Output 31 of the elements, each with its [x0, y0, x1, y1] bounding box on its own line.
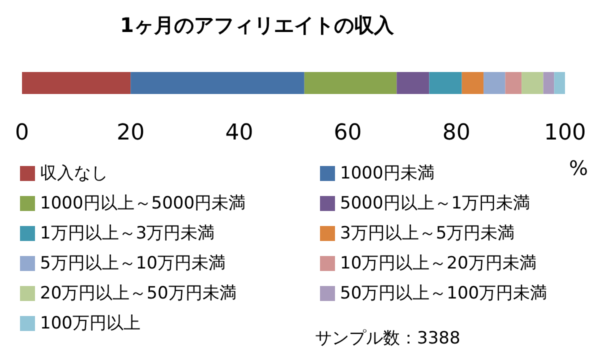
bar — [462, 72, 484, 94]
bar — [543, 72, 554, 94]
legend-label: 5万円以上～10万円未満 — [40, 254, 226, 274]
legend-label: 50万円以上～100万円未満 — [340, 284, 548, 304]
bar — [505, 72, 522, 94]
legend-label: 収入なし — [40, 164, 108, 184]
legend-label: 1000円未満 — [340, 164, 434, 184]
legend-label: 100万円以上 — [40, 314, 140, 334]
legend-label: 3万円以上～5万円未満 — [340, 224, 515, 244]
x-tick-label: 80 — [442, 120, 470, 146]
bar — [396, 72, 430, 94]
bar — [484, 72, 506, 94]
bar — [304, 72, 397, 94]
chart-title: 1ヶ月のアフィリエイトの収入 — [120, 13, 395, 37]
x-tick-label: 60 — [334, 120, 362, 146]
legend-label: 5000円以上～1万円未満 — [340, 194, 530, 214]
x-tick-label: 20 — [116, 120, 145, 146]
bar — [429, 72, 462, 94]
text: サンプル数：3388 — [315, 328, 460, 348]
bar — [130, 72, 304, 94]
legend-label: 1万円以上～3万円未満 — [40, 224, 215, 244]
legend-label: 1000円以上～5000円未満 — [40, 194, 246, 214]
x-axis-title: % — [568, 156, 588, 180]
x-tick-label: 100 — [544, 120, 586, 146]
bar — [554, 72, 565, 94]
legend-label: 10万円以上～20万円未満 — [340, 254, 536, 274]
x-tick-label: 40 — [225, 120, 254, 146]
x-tick-label: 0 — [15, 120, 29, 146]
bar — [22, 72, 131, 94]
bar — [522, 72, 544, 94]
legend-label: 20万円以上～50万円未満 — [40, 284, 236, 304]
